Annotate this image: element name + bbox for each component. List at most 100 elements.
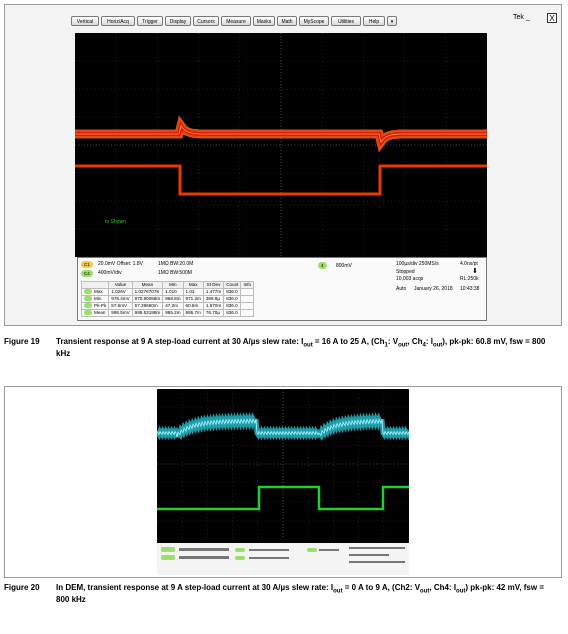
figure-19-caption: Figure 19 Transient response at 9 A step… (4, 336, 564, 362)
arrow-down-icon: ⬇ (472, 268, 478, 275)
acq-state: Stopped (396, 269, 415, 275)
time: 10:43:38 (460, 286, 480, 292)
meas-cell: Pk-Pk (80, 302, 110, 310)
ch1-coupling: 1MΩ BW:20.0M (158, 261, 194, 267)
timebase: 100µs/div 250MS/s (396, 261, 439, 267)
meas-cell: 836.0 (223, 302, 242, 310)
meas-cell: Min (80, 295, 110, 303)
date-label: Auto (396, 286, 407, 292)
menu-display[interactable]: Display (165, 16, 191, 26)
meas-header-5: St Dev (202, 281, 225, 289)
meas-header-7: Info (240, 281, 255, 289)
menu-cursors[interactable]: Cursors (193, 16, 219, 26)
info-text-bar (179, 548, 229, 551)
figure-20-number: Figure 20 (4, 583, 40, 592)
meas-cell: Max (80, 288, 110, 296)
meas-cell (240, 288, 255, 296)
ch4-chip[interactable]: C4 (81, 270, 93, 277)
meas-cell: 971.2m (182, 295, 204, 303)
window-close-button[interactable]: X (547, 13, 557, 23)
scope-menubar: Vertical Horiz/Acq Trigger Display Cursors Me… (7, 7, 559, 33)
channel-chip (161, 555, 175, 560)
menu-vertical[interactable]: Vertical (71, 16, 99, 26)
meas-cell: 76.70µ (202, 309, 225, 317)
channel-chip (161, 547, 175, 552)
meas-header-3: Min (162, 281, 184, 289)
meas-cell: 995.2m (162, 309, 184, 317)
ch2-core (157, 417, 409, 438)
acq-count: 10,003 acqs (396, 276, 424, 282)
meas-cell (240, 295, 255, 303)
date: January 26, 2018 (414, 286, 453, 292)
ch4-label: Io Shown (105, 219, 126, 225)
graticule (75, 33, 487, 257)
ch1-highlight (75, 124, 487, 144)
ch1-chip[interactable]: C1 (81, 261, 93, 268)
menu-trigger[interactable]: Trigger (137, 16, 163, 26)
meas-cell: 978.4mV (108, 295, 133, 303)
figure-20-frame (4, 386, 562, 578)
info-text-bar (349, 547, 405, 549)
info-text-bar (179, 556, 229, 559)
meas-header-2: Mean (131, 281, 164, 289)
meas-row: Min 978.4mV 970.90088m 968.8m 971.2m 389.8µ 83… (80, 295, 255, 303)
meas-cell (240, 302, 255, 310)
measurements-table: Value Mean Min Max St Dev Count Info Max 1.026V 1… (80, 281, 255, 317)
meas-row: Max 1.026V 1.02767078 1.010 1.03 1.477m 836.0 (80, 288, 255, 296)
meas-cell (240, 309, 255, 317)
meas-cell: 968.8m (162, 295, 184, 303)
info-text-bar (249, 557, 289, 559)
meas-cell: 1.570m (202, 302, 225, 310)
info-text-bar (319, 549, 339, 551)
scope-screen-fig19: Io Shown (75, 33, 487, 257)
meas-chip (235, 556, 245, 560)
rl: RL:250k (460, 276, 479, 282)
meas-cell: 57.6mV (108, 302, 133, 310)
menu-myscope[interactable]: MyScope (299, 16, 329, 26)
meas-cell: 995.7m (182, 309, 204, 317)
meas-cell: 1.010 (162, 288, 184, 296)
menu-math[interactable]: Math (277, 16, 297, 26)
ch4-iout-trace (75, 164, 487, 196)
figure-20-caption-text: In DEM, transient response at 9 A step-l… (56, 583, 544, 604)
meas-cell: 57.39660m (131, 302, 164, 310)
window-minimize-button[interactable]: Tek _ (513, 14, 530, 21)
meas-row: Pk-Pk 57.6mV 57.39660m 47.2m 60.8m 1.570m 836.… (80, 302, 255, 310)
scope-screen-fig20 (157, 389, 409, 575)
meas-cell: 995.5mV (108, 309, 133, 317)
scope-info-panel: C1 20.0mV Offset: 1.8V 1MΩ BW:20.0M C4 4… (77, 257, 487, 321)
meas-header-1: Value (108, 281, 133, 289)
meas-cell: 995.53198m (131, 309, 164, 317)
info-text-bar (349, 554, 389, 556)
meas-cell: 1.02767078 (131, 288, 164, 296)
menu-utilities[interactable]: Utilities (331, 16, 361, 26)
ch1-vout-trace (75, 115, 487, 153)
menu-measure[interactable]: Measure (221, 16, 251, 26)
ch4-scale: 400mV/div (98, 270, 122, 276)
figure-19-scope-window: Vertical Horiz/Acq Trigger Display Cursors Me… (4, 4, 562, 326)
meas-cell: 1.03 (182, 288, 204, 296)
menu-masks[interactable]: Masks (253, 16, 275, 26)
figure-19-number: Figure 19 (4, 337, 40, 346)
meas-cell: 836.0 (223, 309, 242, 317)
ch1-scale: 20.0mV Offset: 1.8V (98, 261, 143, 267)
ch2-vout-trace (157, 411, 409, 441)
menu-dropdown-icon[interactable]: ▾ (387, 16, 397, 26)
graticule (157, 389, 409, 540)
info-text-bar (349, 561, 405, 563)
meas-cell: 47.2m (162, 302, 184, 310)
ch4-coupling: 1MΩ BW:500M (158, 270, 192, 276)
meas-header-4: Max (182, 281, 204, 289)
meas-cell: 1.026V (108, 288, 133, 296)
menu-horiz-acq[interactable]: Horiz/Acq (101, 16, 135, 26)
trigger-level: 800mV (336, 263, 352, 269)
menu-help[interactable]: Help (363, 16, 385, 26)
meas-cell: 836.0 (223, 295, 242, 303)
info-text-bar (249, 549, 289, 551)
meas-cell: 60.8m (182, 302, 204, 310)
figure-20-caption: Figure 20 In DEM, transient response at … (4, 582, 564, 608)
trigger-chip[interactable]: 4 (318, 262, 327, 269)
meas-cell: 389.8µ (202, 295, 225, 303)
meas-cell: 970.90088m (131, 295, 164, 303)
record-length: 4.0ns/pt (460, 261, 478, 267)
